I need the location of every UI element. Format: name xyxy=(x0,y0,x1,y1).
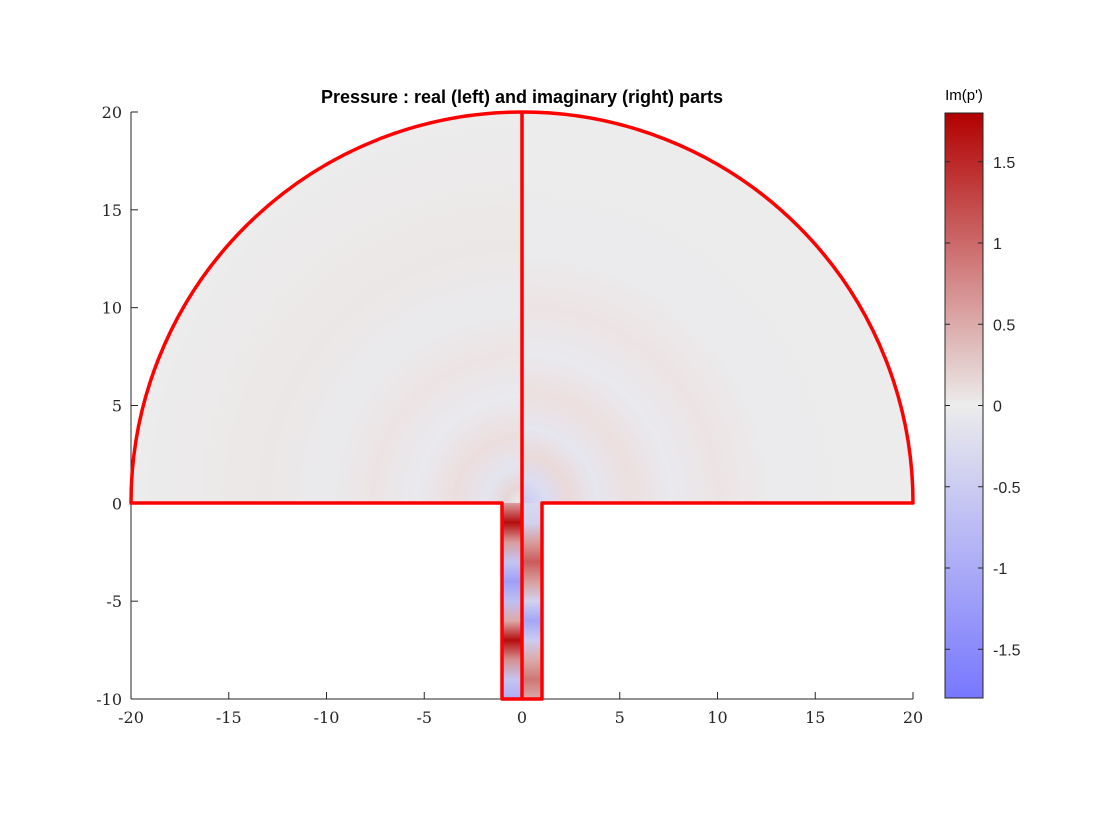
y-tick-label: -5 xyxy=(106,592,122,611)
x-ticks: -20 -15 -10 -5 0 5 10 15 20 xyxy=(118,692,923,727)
x-tick-label: -5 xyxy=(416,708,432,727)
y-tick-label: 15 xyxy=(102,201,122,220)
colorbar-tick-label: -1.5 xyxy=(993,642,1021,659)
x-tick-label: -15 xyxy=(216,708,242,727)
colorbar-ticks: -1.5 -1 -0.5 0 0.5 1 1.5 xyxy=(945,155,1021,659)
x-tick-label: 10 xyxy=(707,708,727,727)
y-tick-label: 10 xyxy=(102,299,122,318)
colorbar-tick-label: 1.5 xyxy=(993,155,1015,172)
half-disk-imag-region xyxy=(522,112,913,503)
pressure-field xyxy=(131,112,913,699)
x-tick-label: 15 xyxy=(805,708,825,727)
outer-boundary xyxy=(129,110,915,701)
colorbar-title: Im(p') xyxy=(945,87,983,104)
colorbar-tick-label: 0.5 xyxy=(993,317,1015,334)
colorbar-tick-label: 0 xyxy=(993,399,1002,416)
colorbar-tick-label: -1 xyxy=(993,561,1007,578)
x-tick-label: -10 xyxy=(314,708,340,727)
x-tick-label: -20 xyxy=(118,708,144,727)
x-tick-label: 0 xyxy=(517,708,527,727)
colorbar-tick-label: 1 xyxy=(993,236,1002,253)
axes: -20 -15 -10 -5 0 5 10 15 20 -10 -5 0 5 10 15 20 xyxy=(96,103,923,727)
y-tick-label: 5 xyxy=(112,397,122,416)
colorbar-tick-label: -0.5 xyxy=(993,480,1021,497)
duct-imag-region xyxy=(522,503,542,699)
colorbar: Im(p') -1.5 -1 -0.5 0 0.5 1 1.5 xyxy=(944,87,1021,699)
y-tick-label: -10 xyxy=(96,690,122,709)
y-tick-label: 20 xyxy=(102,103,122,122)
y-tick-label: 0 xyxy=(112,494,122,513)
duct-real-region xyxy=(502,503,522,699)
chart-title: Pressure : real (left) and imaginary (ri… xyxy=(321,87,723,107)
y-ticks: -10 -5 0 5 10 15 20 xyxy=(96,103,138,709)
domain-outline xyxy=(129,110,915,701)
x-tick-label: 5 xyxy=(615,708,625,727)
colorbar-scale xyxy=(944,112,984,699)
half-disk-real-region xyxy=(131,112,522,503)
x-tick-label: 20 xyxy=(903,708,923,727)
